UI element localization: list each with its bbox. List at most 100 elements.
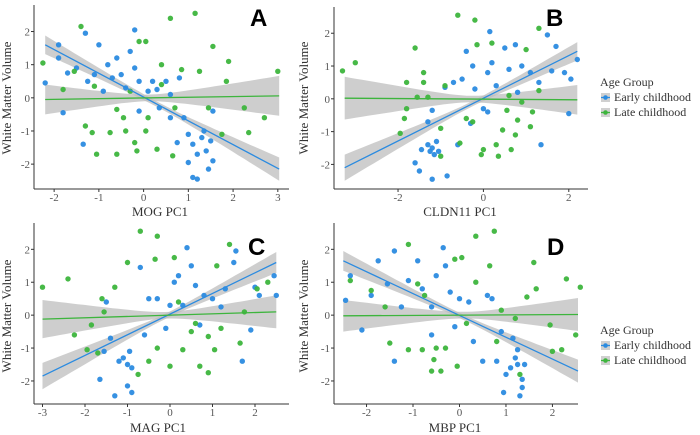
data-point-late xyxy=(519,99,525,105)
x-tick-label: -2 xyxy=(80,407,89,419)
confidence-band-early xyxy=(344,42,578,181)
y-tick-label: 2 xyxy=(325,28,331,40)
y-tick-label: -2 xyxy=(21,376,30,388)
data-point-early xyxy=(514,89,521,96)
data-point-late xyxy=(152,256,158,262)
data-point-late xyxy=(438,368,444,374)
data-point-early xyxy=(129,365,135,371)
data-point-early xyxy=(185,131,191,137)
data-point-early xyxy=(101,348,107,354)
x-tick-label: 2 xyxy=(252,407,258,419)
panel-label: A xyxy=(250,5,267,32)
data-point-late xyxy=(368,287,374,294)
data-point-early xyxy=(456,296,463,302)
data-point-late xyxy=(533,286,539,292)
data-point-late xyxy=(431,356,437,363)
data-point-early xyxy=(521,361,528,368)
x-tick-label: 1 xyxy=(503,407,509,419)
data-point-early xyxy=(124,383,131,389)
data-point-late xyxy=(241,105,247,111)
data-point-early xyxy=(112,393,118,399)
data-point-late xyxy=(512,132,519,138)
data-point-early xyxy=(256,292,262,299)
data-point-late xyxy=(387,340,393,346)
x-tick-label: -2 xyxy=(50,192,59,204)
data-point-early xyxy=(55,42,62,48)
data-point-late xyxy=(438,125,444,131)
data-point-late xyxy=(506,92,512,99)
data-point-early xyxy=(149,78,156,85)
y-tick-label: 2 xyxy=(25,27,31,39)
data-point-early xyxy=(116,358,122,364)
data-point-early xyxy=(208,138,214,144)
data-point-early xyxy=(568,76,574,82)
data-point-early xyxy=(512,42,519,48)
x-tick-label: 1 xyxy=(186,192,192,204)
data-point-early xyxy=(239,358,245,364)
data-point-early xyxy=(118,71,124,78)
data-point-late xyxy=(265,279,271,285)
data-point-late xyxy=(99,296,105,302)
data-point-late xyxy=(559,347,565,353)
data-point-early xyxy=(493,83,499,89)
data-point-late xyxy=(412,45,418,51)
y-axis-title: White Matter Volume xyxy=(0,41,14,154)
data-point-late xyxy=(132,139,138,146)
data-point-early xyxy=(415,258,421,264)
y-tick-label: -1 xyxy=(21,126,30,138)
y-tick-label: 1 xyxy=(325,277,331,289)
data-point-early xyxy=(429,145,435,151)
data-point-late xyxy=(536,87,542,94)
data-point-early xyxy=(425,119,431,125)
panel-label: B xyxy=(546,5,563,32)
legend-dot-early xyxy=(603,343,608,348)
data-point-late xyxy=(146,358,152,364)
data-point-late xyxy=(549,348,556,354)
data-point-late xyxy=(403,106,410,112)
data-point-late xyxy=(254,286,260,292)
data-point-early xyxy=(271,273,277,279)
data-point-late xyxy=(246,129,252,136)
data-point-early xyxy=(273,292,279,299)
data-point-late xyxy=(143,128,149,134)
data-point-late xyxy=(514,117,521,123)
data-point-early xyxy=(359,327,365,333)
data-point-late xyxy=(397,130,403,136)
regression-line-late xyxy=(343,313,579,317)
data-point-early xyxy=(433,273,439,279)
data-point-early xyxy=(96,42,102,48)
data-point-late xyxy=(531,259,537,266)
data-point-early xyxy=(553,43,559,50)
y-tick-label: -1 xyxy=(321,343,330,355)
data-point-early xyxy=(107,335,114,341)
data-point-late xyxy=(472,17,478,23)
data-point-late xyxy=(524,294,530,300)
data-point-early xyxy=(466,299,472,305)
data-point-early xyxy=(442,263,449,269)
data-point-late xyxy=(547,322,553,328)
data-point-late xyxy=(82,123,89,129)
data-point-early xyxy=(375,258,381,264)
y-tick-label: 0 xyxy=(25,310,31,322)
data-point-early xyxy=(176,75,183,81)
legend-item-early: Early childhood xyxy=(614,338,691,352)
data-point-early xyxy=(512,355,518,361)
data-point-early xyxy=(185,159,191,166)
data-point-early xyxy=(470,338,477,345)
y-tick-label: -2 xyxy=(21,159,30,171)
data-point-early xyxy=(494,358,500,364)
plot-area xyxy=(40,10,281,182)
data-point-early xyxy=(205,166,212,172)
x-tick-label: 0 xyxy=(167,407,173,419)
data-point-early xyxy=(544,32,551,38)
data-point-late xyxy=(401,115,408,122)
data-point-early xyxy=(398,304,405,310)
data-point-late xyxy=(421,292,428,299)
data-point-late xyxy=(237,340,243,346)
data-point-late xyxy=(154,233,160,239)
data-point-early xyxy=(470,63,476,69)
data-point-late xyxy=(489,40,495,46)
data-point-early xyxy=(514,361,521,368)
y-axis-title: White Matter Volume xyxy=(296,259,311,372)
data-point-early xyxy=(502,45,508,51)
